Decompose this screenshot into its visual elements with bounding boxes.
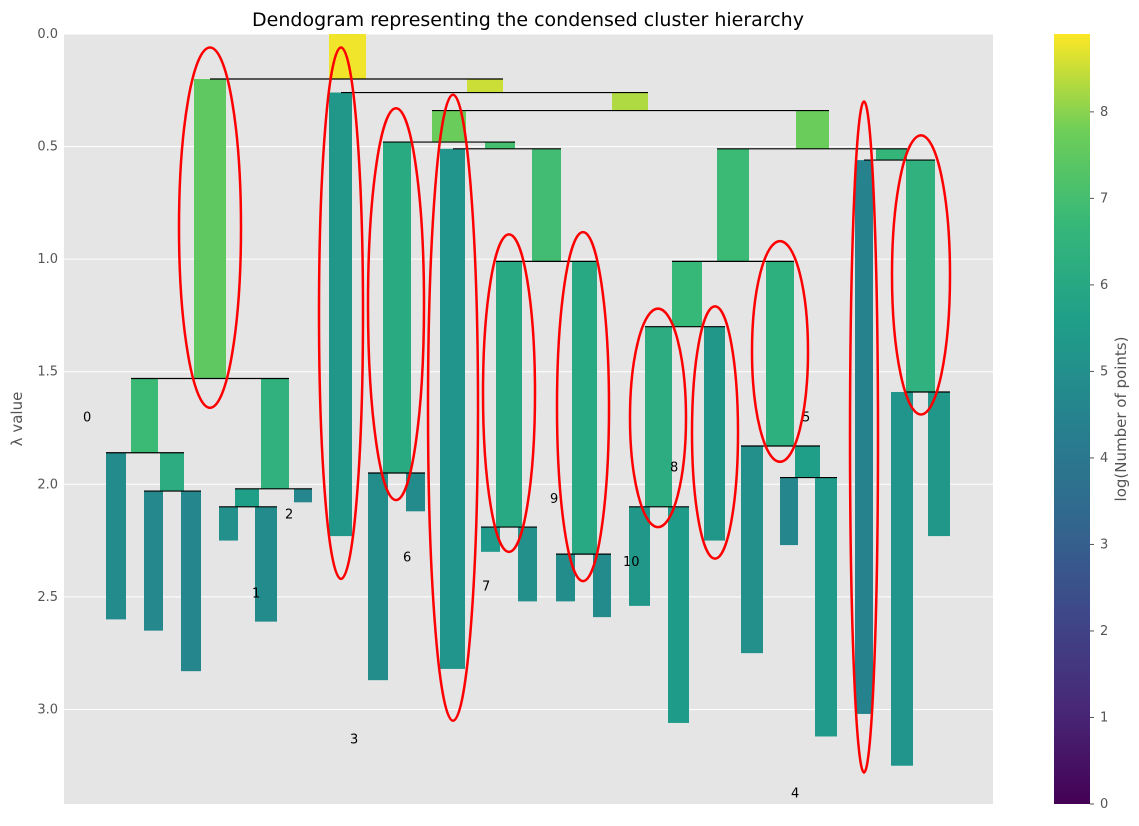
cluster-bar [432, 110, 466, 143]
selection-ellipse [848, 100, 880, 774]
cluster-bar [440, 148, 465, 669]
colorbar-tick-label: 1 [1100, 710, 1108, 725]
cluster-bar [704, 326, 725, 541]
cluster-bar [766, 261, 794, 447]
cluster-bars [106, 34, 950, 766]
chart-title: Dendogram representing the condensed clu… [252, 9, 804, 31]
cluster-bar [891, 391, 913, 766]
cluster-label: 3 [350, 733, 358, 748]
colorbar-tick-label: 8 [1100, 105, 1108, 120]
cluster-bar [629, 506, 650, 606]
cluster-bar [485, 142, 515, 149]
y-tick-label: 0.0 [37, 27, 58, 42]
cluster-label: 10 [623, 555, 640, 570]
y-tick-label: 2.5 [37, 590, 58, 605]
colorbar-ticks: 0 1 2 3 4 5 6 7 8 [1090, 105, 1108, 812]
selection-ellipse [426, 93, 480, 722]
cluster-label: 9 [550, 492, 558, 507]
merge-links [106, 78, 950, 555]
colorbar-tick-label: 7 [1100, 191, 1108, 206]
y-axis-ticks: 0.0 0.5 1.0 1.5 2.0 2.5 3.0 [37, 27, 58, 717]
colorbar-tick-label: 6 [1100, 278, 1108, 293]
cluster-bar [532, 148, 561, 262]
cluster-bar [329, 92, 352, 537]
selection-ellipse [750, 239, 810, 464]
cluster-label: 8 [670, 460, 678, 475]
selection-ellipse [366, 107, 426, 502]
cluster-labels: 0 1 2 3 4 5 6 7 8 9 10 [83, 411, 810, 802]
colorbar-tick-label: 4 [1100, 451, 1108, 466]
cluster-bar [741, 446, 763, 654]
cluster-bar [906, 160, 935, 392]
cluster-bar [219, 506, 238, 541]
colorbar [1054, 34, 1090, 804]
cluster-bar [672, 261, 702, 327]
cluster-bar [235, 488, 259, 507]
cluster-bar [481, 527, 500, 552]
cluster-bar [876, 148, 907, 161]
cluster-label: 4 [791, 787, 799, 802]
cluster-label: 5 [802, 411, 810, 426]
cluster-bar [131, 378, 158, 453]
cluster-bar [572, 261, 597, 555]
cluster-bar [815, 477, 837, 737]
selection-ellipse [628, 307, 688, 529]
cluster-bar [383, 142, 411, 474]
colorbar-tick-label: 0 [1100, 797, 1108, 812]
cluster-bar [261, 378, 289, 489]
selected-cluster-ellipses [177, 46, 952, 774]
cluster-bar [294, 488, 312, 503]
colorbar-tick-label: 3 [1100, 537, 1108, 552]
cluster-bar [194, 79, 226, 379]
selection-ellipse [890, 134, 952, 416]
y-axis-label: λ value [8, 392, 26, 447]
cluster-label: 2 [285, 508, 293, 523]
cluster-label: 7 [482, 580, 490, 595]
selection-ellipse [317, 46, 365, 581]
cluster-bar [796, 110, 829, 149]
selection-ellipse [481, 233, 537, 554]
cluster-bar [106, 452, 126, 620]
cluster-label: 0 [83, 411, 91, 426]
cluster-bar [795, 446, 820, 478]
cluster-bar [518, 527, 537, 602]
cluster-bar [855, 160, 873, 714]
cluster-bar [255, 506, 277, 622]
y-tick-label: 1.0 [37, 252, 58, 267]
cluster-bar [645, 326, 672, 507]
cluster-bar [780, 477, 798, 546]
cluster-bar [368, 473, 388, 681]
y-tick-label: 3.0 [37, 702, 58, 717]
y-tick-label: 2.0 [37, 477, 58, 492]
cluster-label: 6 [403, 550, 411, 565]
colorbar-tick-label: 5 [1100, 364, 1108, 379]
cluster-bar [406, 473, 425, 512]
colorbar-tick-label: 2 [1100, 624, 1108, 639]
cluster-bar [556, 554, 575, 602]
cluster-bar [928, 391, 950, 537]
cluster-bar [593, 554, 611, 618]
cluster-bar [160, 452, 184, 492]
colorbar-label: log(Number of points) [1112, 337, 1130, 502]
cluster-bar [717, 148, 749, 262]
y-tick-label: 1.5 [37, 365, 58, 380]
cluster-bar [467, 79, 503, 93]
selection-ellipse [177, 46, 243, 409]
cluster-bar [612, 92, 648, 111]
selection-ellipse [690, 305, 740, 560]
cluster-bar [668, 506, 689, 723]
selection-ellipse [555, 230, 611, 583]
cluster-label: 1 [252, 586, 260, 601]
cluster-bar [496, 261, 522, 528]
cluster-bar [144, 491, 163, 631]
y-tick-label: 0.5 [37, 140, 58, 155]
cluster-bar [181, 491, 201, 672]
